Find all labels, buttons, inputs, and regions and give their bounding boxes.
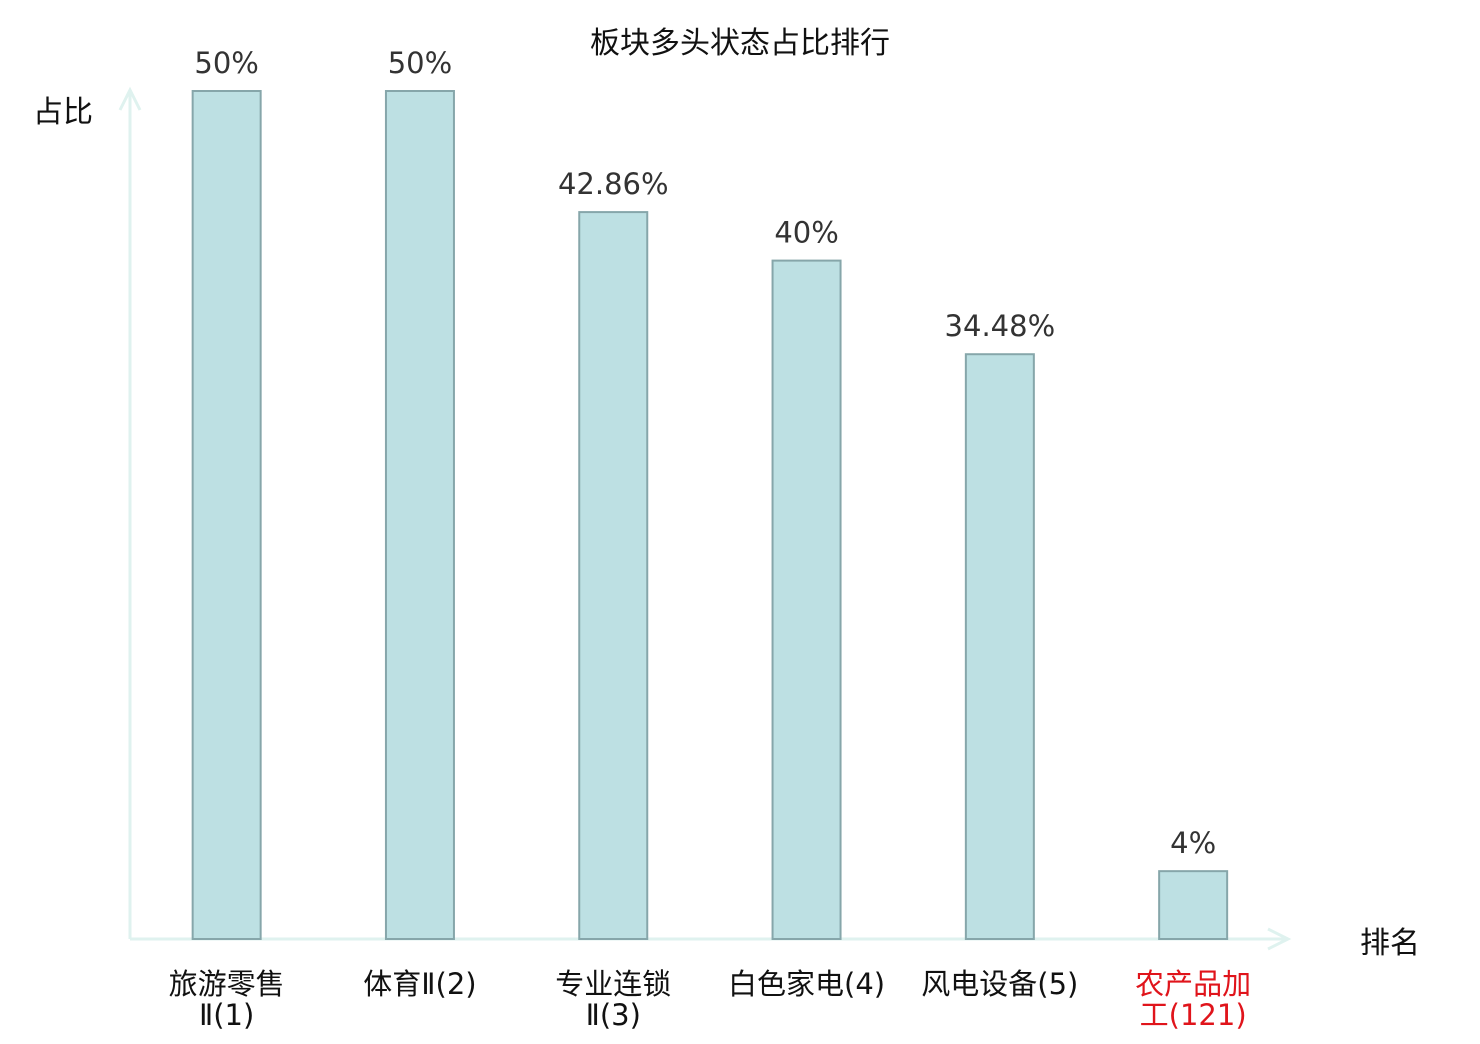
category-label: 体育Ⅱ(2) xyxy=(363,967,476,1001)
bar-value-label: 42.86% xyxy=(558,167,669,201)
bar-value-label: 50% xyxy=(194,46,258,80)
category-label: Ⅱ(3) xyxy=(586,998,641,1032)
bars xyxy=(191,90,1229,941)
category-label: 旅游零售 xyxy=(169,967,285,1001)
y-axis-arrow-icon xyxy=(118,86,142,111)
bar xyxy=(578,211,649,940)
category-label: 专业连锁 xyxy=(555,967,671,1001)
bar xyxy=(191,90,262,940)
bar-value-label: 50% xyxy=(388,46,452,80)
bar xyxy=(771,259,842,941)
axes xyxy=(118,86,1292,951)
bar-value-label: 40% xyxy=(774,216,838,250)
highlighted-category-label: 农产品加 xyxy=(1135,967,1251,1001)
bar xyxy=(384,90,455,940)
bar xyxy=(1158,870,1229,940)
chart-title: 板块多头状态占比排行 xyxy=(590,26,890,61)
category-label: 白色家电(4) xyxy=(728,967,885,1001)
bar xyxy=(964,353,1035,941)
bar-value-label: 4% xyxy=(1170,826,1216,860)
value-labels: 50% 50% 42.86% 40% 34.48% 4% xyxy=(194,46,1216,860)
bar-value-label: 34.48% xyxy=(945,309,1056,343)
category-label: Ⅱ(1) xyxy=(199,998,254,1032)
x-axis-label: 排名 xyxy=(1360,926,1420,961)
category-label: 风电设备(5) xyxy=(921,967,1078,1001)
x-axis-arrow-icon xyxy=(1267,927,1292,951)
y-axis-label: 占比 xyxy=(33,95,93,130)
highlighted-category-label: 工(121) xyxy=(1140,998,1247,1032)
